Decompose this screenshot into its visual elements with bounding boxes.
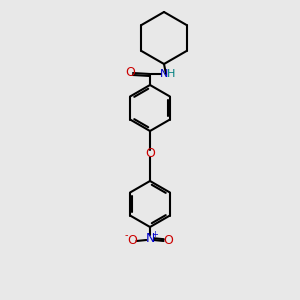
Text: O: O [125,67,135,80]
Text: O: O [163,235,173,248]
Text: N: N [160,69,168,79]
Text: O: O [145,147,155,160]
Text: -: - [125,230,128,240]
Text: +: + [151,230,158,239]
Text: O: O [127,235,137,248]
Text: H: H [167,69,175,79]
Text: N: N [145,232,155,245]
